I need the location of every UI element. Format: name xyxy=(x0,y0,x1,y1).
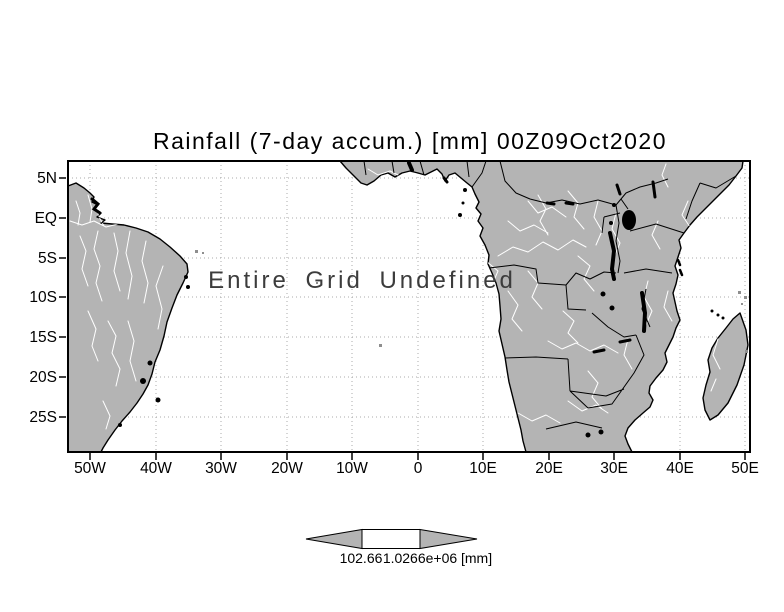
lon-label-10e: 10E xyxy=(469,460,497,477)
colorbar: 102.66 1.0266e+06 [mm] xyxy=(305,528,492,566)
lat-label-15s: 15S xyxy=(29,329,57,346)
longitude-axis: 50W 40W 30W 20W 10W 0 10E 20E 30E 40E 50… xyxy=(74,453,759,477)
country-borders xyxy=(363,161,737,430)
grid-undefined-message: Entire Grid Undefined xyxy=(208,267,516,294)
map-frame xyxy=(67,160,751,453)
colorbar-right-arrow xyxy=(419,528,478,550)
lon-label-10w: 10W xyxy=(336,460,368,477)
lat-label-20s: 20S xyxy=(29,369,57,386)
lat-label-5n: 5N xyxy=(37,170,57,187)
lon-label-20w: 20W xyxy=(271,460,303,477)
lon-label-0: 0 xyxy=(414,460,423,477)
lon-label-30e: 30E xyxy=(600,460,628,477)
lakes xyxy=(90,161,684,438)
lat-label-25s: 25S xyxy=(29,409,57,426)
colorbar-units: [mm] xyxy=(461,550,492,566)
lat-label-eq: EQ xyxy=(35,210,57,227)
lon-label-20e: 20E xyxy=(535,460,563,477)
lat-label-10s: 10S xyxy=(29,289,57,306)
plot-title: Rainfall (7-day accum.) [mm] 00Z09Oct202… xyxy=(153,128,667,154)
colorbar-left-value: 102.66 xyxy=(340,550,383,566)
colorbar-middle-segment xyxy=(361,529,421,549)
colorbar-left-arrow xyxy=(305,528,363,550)
lon-label-50w: 50W xyxy=(74,460,106,477)
lon-label-50e: 50E xyxy=(731,460,759,477)
lon-label-40e: 40E xyxy=(666,460,694,477)
latitude-axis: 5N EQ 5S 10S 15S 20S 25S xyxy=(29,170,66,426)
lat-label-5s: 5S xyxy=(38,250,57,267)
lon-label-30w: 30W xyxy=(205,460,237,477)
lon-label-40w: 40W xyxy=(140,460,172,477)
map-area: Entire Grid Undefined xyxy=(67,160,751,453)
colorbar-right-value: 1.0266e+06 xyxy=(383,550,458,566)
small-islands xyxy=(195,188,748,353)
